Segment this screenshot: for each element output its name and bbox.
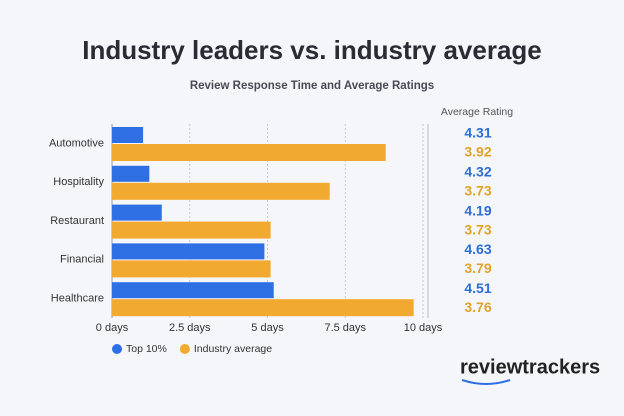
y-tick-label: Financial (60, 254, 104, 266)
rating: 4.19 (464, 202, 491, 218)
x-tick-label: 7.5 days (324, 322, 366, 334)
rating: 4.51 (464, 280, 491, 296)
chart-title: Industry leaders vs. industry average (82, 35, 542, 65)
legend-marker (112, 344, 122, 354)
x-tick-label: 5 days (251, 322, 284, 334)
bar (112, 182, 330, 200)
logo: reviewtrackers (460, 356, 600, 378)
rating: 3.79 (464, 260, 491, 276)
y-tick-label: Hospitality (53, 176, 104, 188)
bar (112, 282, 274, 299)
y-tick-label: Automotive (49, 137, 104, 149)
rating-title: Average Rating (441, 106, 513, 118)
legend-label: Top 10% (126, 343, 167, 355)
rating: 3.92 (464, 144, 491, 160)
legend-label: Industry average (194, 343, 272, 355)
rating: 4.63 (464, 241, 491, 257)
rating: 4.31 (464, 125, 491, 141)
bar (112, 127, 144, 143)
chart-subtitle: Review Response Time and Average Ratings (190, 80, 434, 92)
rating: 3.73 (464, 221, 491, 237)
rating: 3.73 (464, 183, 491, 199)
bar (112, 260, 271, 278)
x-tick-label: 10 days (404, 322, 443, 334)
legend-marker (179, 344, 190, 354)
x-tick-label: 0 days (96, 322, 129, 334)
y-tick-label: Restaurant (50, 215, 104, 227)
rating: 3.76 (464, 299, 491, 315)
x-tick-label: 2.5 days (169, 322, 211, 334)
bar (112, 243, 265, 260)
logo-smile (461, 379, 511, 385)
bar (112, 299, 414, 317)
bar (112, 165, 150, 182)
rating: 4.32 (464, 164, 491, 180)
bar (112, 221, 271, 239)
bar (112, 204, 162, 221)
y-tick-label: Healthcare (51, 293, 104, 305)
bar (112, 144, 386, 161)
